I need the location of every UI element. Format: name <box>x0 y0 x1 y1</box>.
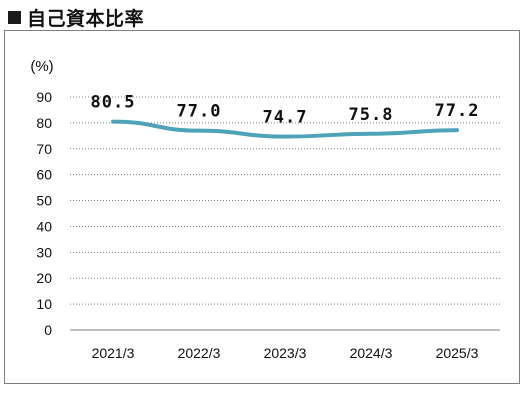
x-tick-label: 2022/3 <box>178 345 221 361</box>
x-tick-label: 2023/3 <box>264 345 307 361</box>
y-tick-label: 10 <box>36 296 52 312</box>
x-tick-label: 2021/3 <box>92 345 135 361</box>
data-labels: 80.5 77.0 74.7 75.8 77.2 <box>91 93 480 128</box>
y-tick-label: 90 <box>36 89 52 105</box>
chart-frame <box>4 30 520 384</box>
data-label: 75.8 <box>349 105 394 125</box>
gridlines <box>70 96 500 331</box>
data-label: 77.0 <box>177 102 222 122</box>
x-tick-label: 2024/3 <box>350 345 393 361</box>
data-label: 77.2 <box>435 101 480 121</box>
data-label: 80.5 <box>91 93 136 113</box>
chart-title: 自己資本比率 <box>27 7 145 30</box>
y-tick-label: 50 <box>36 193 52 209</box>
y-tick-label: 80 <box>36 115 52 131</box>
x-tick-label: 2025/3 <box>436 345 479 361</box>
series-line <box>111 119 459 139</box>
y-axis-ticks: 0 10 20 30 40 50 60 70 80 90 <box>36 89 52 338</box>
series-line-group <box>111 119 459 139</box>
y-tick-label: 60 <box>36 167 52 183</box>
y-tick-label: 70 <box>36 141 52 157</box>
y-tick-label: 30 <box>36 244 52 260</box>
y-tick-label: 20 <box>36 270 52 286</box>
y-tick-label: 40 <box>36 218 52 234</box>
chart-heading: 自己資本比率 <box>8 4 144 30</box>
y-tick-label: 0 <box>44 322 52 338</box>
data-label: 74.7 <box>263 108 308 128</box>
x-axis-ticks: 2021/3 2022/3 2023/3 2024/3 2025/3 <box>92 345 479 361</box>
square-bullet-icon <box>8 10 21 24</box>
y-unit-label: (%) <box>30 58 53 75</box>
